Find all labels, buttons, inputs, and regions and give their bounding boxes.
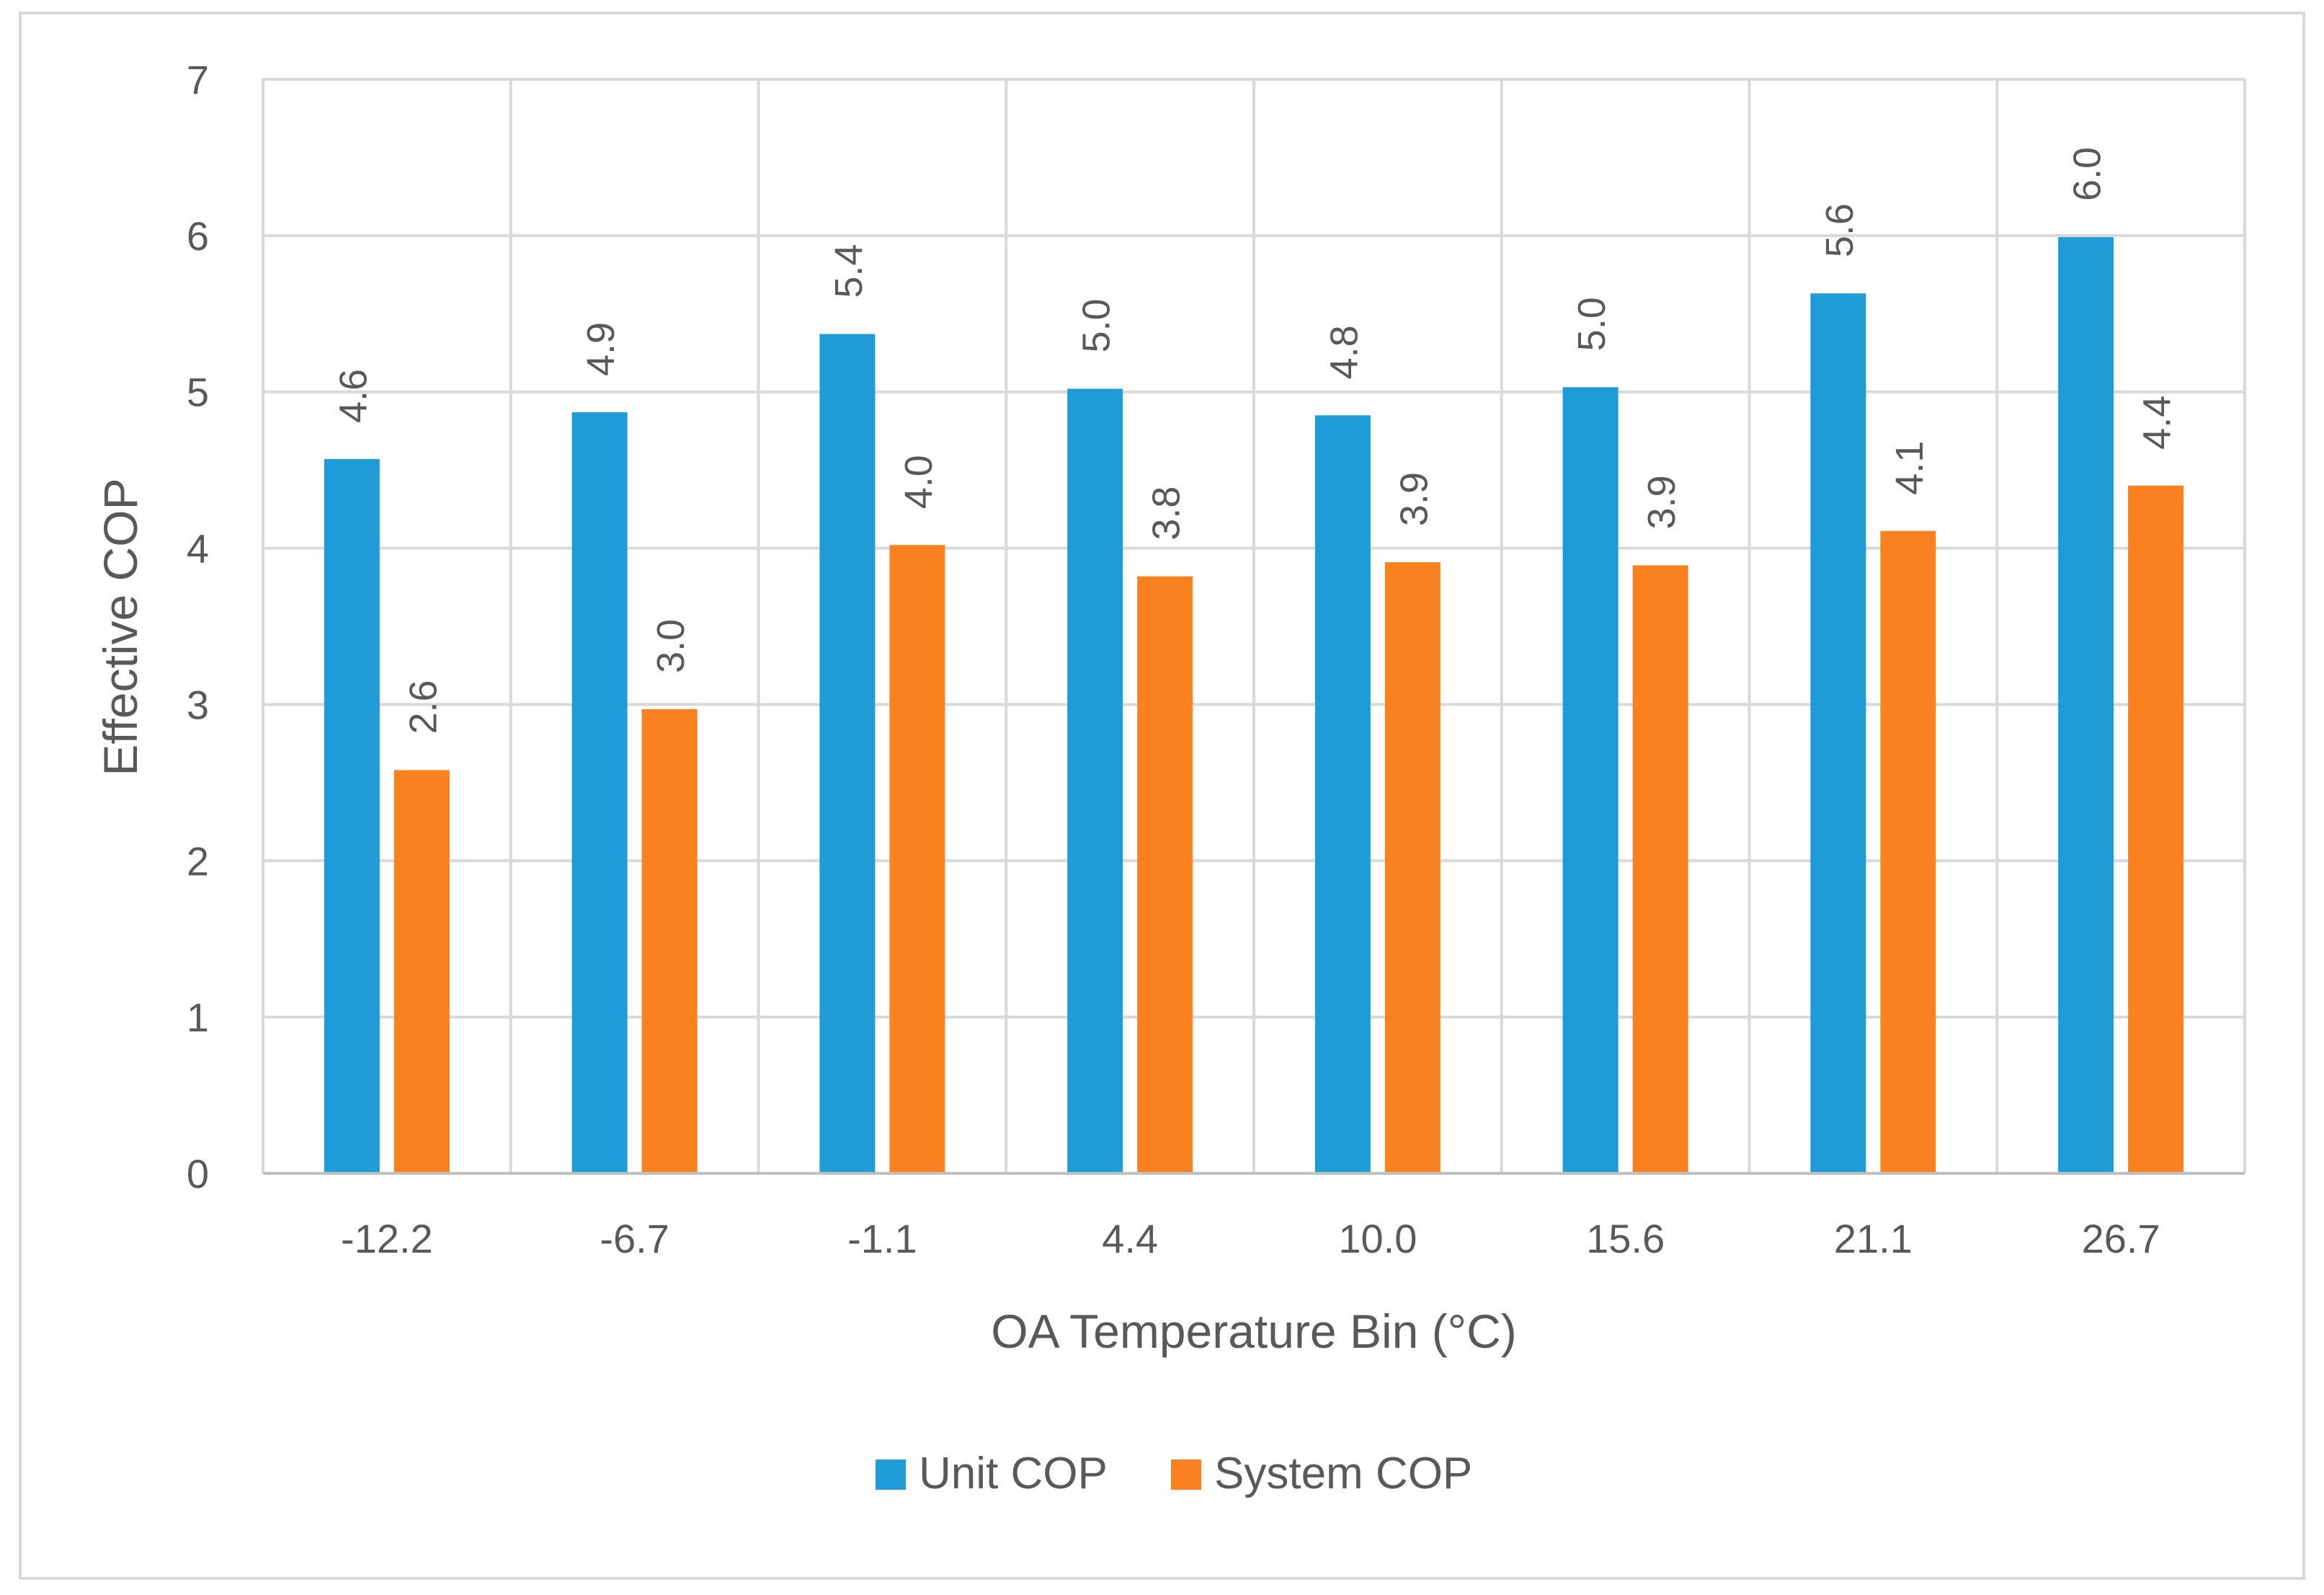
data-label: 3.8	[1145, 487, 1188, 541]
bar	[324, 458, 380, 1173]
data-label: 4.6	[331, 369, 375, 423]
bar	[393, 770, 450, 1173]
x-tick-label: 4.4	[1102, 1216, 1158, 1261]
y-tick-label: 2	[187, 838, 209, 884]
data-label: 4.1	[1888, 441, 1931, 495]
x-tick-label: 10.0	[1338, 1216, 1417, 1261]
legend-swatch	[876, 1460, 906, 1490]
bar	[2128, 485, 2184, 1173]
bar	[1384, 562, 1441, 1173]
x-tick-label: -6.7	[600, 1216, 669, 1261]
y-tick-label: 0	[187, 1151, 209, 1196]
bar	[1880, 530, 1936, 1173]
y-tick-label: 1	[187, 995, 209, 1040]
data-label: 3.0	[649, 619, 693, 673]
x-tick-label: -1.1	[847, 1216, 917, 1261]
bar	[1632, 565, 1688, 1173]
data-label: 3.9	[1640, 475, 1683, 529]
bars	[324, 237, 2184, 1174]
y-tick-label: 7	[187, 57, 209, 102]
data-label: 4.8	[1322, 325, 1366, 379]
legend-label: Unit COP	[919, 1449, 1108, 1498]
data-labels: 4.6 2.6 4.9 3.0 5.4 4.0 5.0 3.8 4.8 3.9 5.0 3.9 5.6 4…	[331, 147, 2178, 734]
data-label: 2.6	[401, 680, 445, 734]
legend-label: System COP	[1214, 1449, 1472, 1498]
x-axis-title: OA Temperature Bin (°C)	[991, 1305, 1516, 1358]
data-label: 4.9	[579, 322, 623, 376]
x-tick-label: -12.2	[341, 1216, 433, 1261]
x-tick-label: 26.7	[2082, 1216, 2160, 1261]
bar	[819, 334, 876, 1173]
bar	[2058, 237, 2114, 1173]
y-tick-label: 5	[187, 370, 209, 415]
bar	[1314, 415, 1371, 1173]
y-tick-label: 6	[187, 213, 209, 259]
bar	[641, 708, 698, 1173]
bar	[571, 412, 628, 1173]
data-label: 5.0	[1075, 298, 1118, 352]
bar	[1067, 388, 1123, 1173]
x-tick-label: 15.6	[1586, 1216, 1665, 1261]
x-tick-label: 21.1	[1834, 1216, 1913, 1261]
bar	[1562, 387, 1619, 1174]
data-label: 3.9	[1392, 472, 1435, 526]
data-label: 4.4	[2136, 396, 2179, 450]
data-label: 5.4	[827, 244, 871, 298]
bar	[1810, 293, 1866, 1174]
data-label: 4.0	[897, 455, 940, 509]
bar	[1137, 576, 1193, 1173]
y-tick-label: 3	[187, 682, 209, 727]
legend-swatch	[1171, 1460, 1201, 1490]
axes: 0 1 2 3 4 5 6 7 -12.2 -6.7 -1.1 4.4 10.0 15.6 21.1 26.7	[187, 57, 2245, 1261]
data-label: 5.0	[1570, 297, 1613, 351]
bar	[889, 545, 945, 1173]
y-tick-label: 4	[187, 526, 209, 572]
legend: Unit COP System COP	[876, 1449, 1472, 1498]
y-axis-title: Effective COP	[94, 478, 147, 776]
data-label: 5.6	[1818, 203, 1861, 257]
data-label: 6.0	[2066, 147, 2109, 201]
